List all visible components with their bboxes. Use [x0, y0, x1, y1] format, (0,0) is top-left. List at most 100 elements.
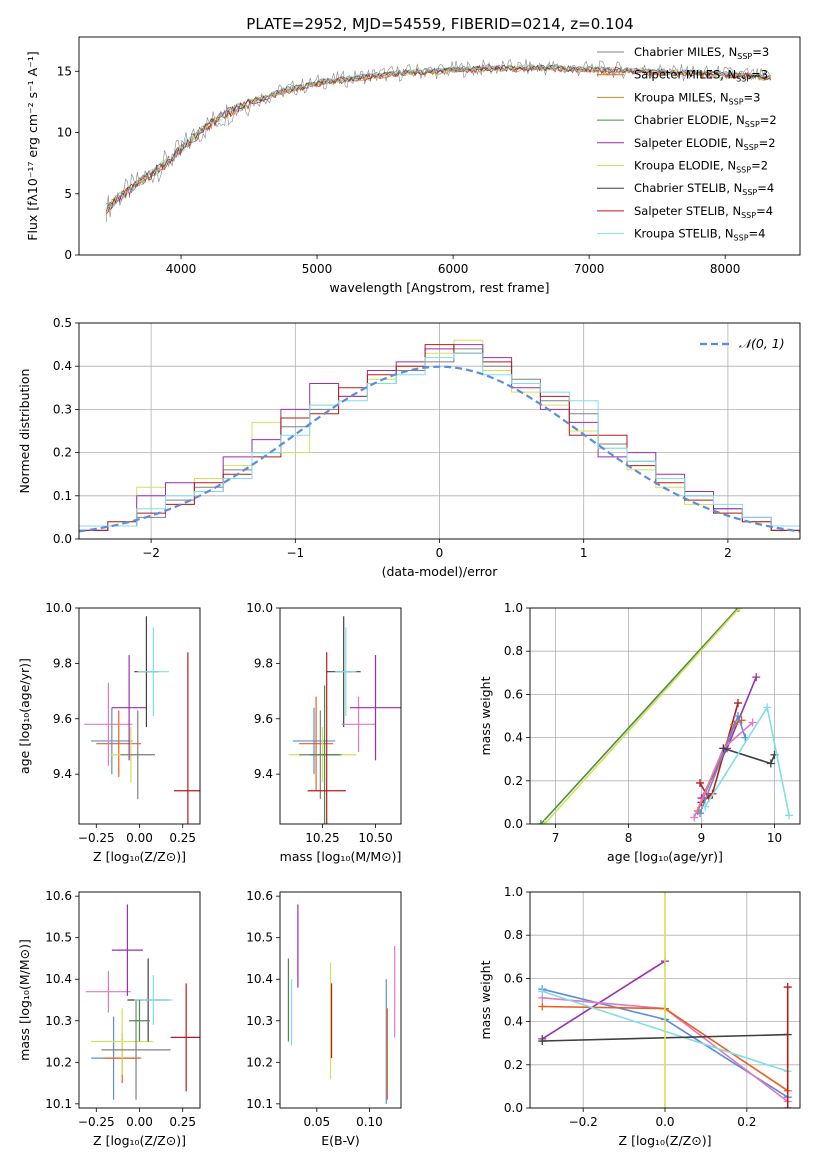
- x-tick-label: 0.10: [356, 1115, 383, 1129]
- x-tick-label: 2: [724, 546, 732, 560]
- error-bar-point: [120, 710, 156, 800]
- x-tick-label: −0.25: [78, 1115, 115, 1129]
- plus-marker: [536, 820, 545, 824]
- plus-marker: [783, 1104, 792, 1108]
- y-tick-label: 0.1: [53, 489, 72, 503]
- plus-marker: [661, 1104, 669, 1108]
- plus-marker: [735, 608, 744, 612]
- error-bar-point: [85, 970, 131, 1013]
- y-tick-label: 1.0: [504, 601, 523, 615]
- plus-marker: [766, 759, 775, 768]
- y-tick-label: 0.2: [53, 446, 72, 460]
- y-tick-label: 0.0: [504, 817, 523, 831]
- y-tick-label: 10.2: [45, 1055, 72, 1069]
- x-axis-label: age [log₁₀(age/yr)]: [607, 849, 723, 864]
- error-bar-point: [174, 652, 200, 824]
- y-tick-label: 0: [64, 248, 72, 262]
- error-bar-point: [101, 1000, 171, 1100]
- y-tick-label: 9.8: [53, 656, 72, 670]
- x-axis-label: wavelength [Angstrom, rest frame]: [329, 280, 549, 295]
- x-tick-label: −0.25: [78, 831, 115, 845]
- error-bar-point: [134, 975, 173, 1025]
- y-tick-label: 0.8: [504, 644, 523, 658]
- y-tick-label: 10.5: [246, 931, 273, 945]
- legend: 𝒩(0, 1): [700, 336, 785, 351]
- plot-area-mass_vs_EBV: [287, 904, 396, 1104]
- legend-label: Kroupa STELIB, NSSP=4: [634, 227, 765, 243]
- axes-frame: [78, 891, 201, 1109]
- y-axis-label: Normed distribution: [17, 369, 32, 494]
- y-tick-label: 10.4: [45, 972, 72, 986]
- error-bar-point: [341, 696, 376, 752]
- error-bar-point: [299, 696, 334, 791]
- x-tick-label: −0.2: [569, 1115, 598, 1129]
- legend-label: 𝒩(0, 1): [739, 336, 785, 351]
- x-tick-label: −1: [286, 546, 304, 560]
- x-axis-label: (data-model)/error: [382, 564, 499, 579]
- error-bar-point: [137, 627, 169, 716]
- panel-residuals: −2 −1 0 1 2 0.0 0.1 0.2 0.3 0.4 0.5 (data-model)/er…: [17, 316, 801, 579]
- y-tick-label: 9.4: [53, 767, 72, 781]
- figure-title: PLATE=2952, MJD=54559, FIBERID=0214, z=0…: [246, 15, 633, 33]
- plot-area-age_vs_Z: [84, 616, 200, 824]
- error-bar-point: [307, 652, 346, 824]
- x-tick-label: 4000: [166, 262, 197, 276]
- plus-marker: [701, 802, 710, 811]
- panel-mass_vs_EBV: 0.05 0.10 10.1 10.2 10.3 10.4 10.5 10.6 E(B-V): [246, 889, 402, 1148]
- y-tick-label: 0.2: [504, 774, 523, 788]
- x-tick-label: 0.25: [169, 831, 196, 845]
- x-tick-label: −2: [142, 546, 160, 560]
- plot-area-massweight_vs_age: [536, 608, 794, 824]
- axes-frame: [78, 36, 801, 256]
- error-bar-point: [350, 655, 401, 761]
- axes-frame: [78, 607, 201, 825]
- x-tick-label: 10.50: [358, 831, 392, 845]
- axes-frame: [279, 607, 402, 825]
- plus-marker: [696, 809, 705, 818]
- legend: Chabrier MILES, NSSP=3 Salpeter MILES, NS…: [597, 45, 777, 243]
- y-tick-label: 0.6: [504, 687, 523, 701]
- y-tick-label: 10.2: [246, 1055, 273, 1069]
- y-tick-label: 5: [64, 187, 72, 201]
- x-axis-label: Z [log₁₀(Z/Z⊙)]: [93, 849, 186, 864]
- spectrum-line: [105, 58, 772, 223]
- plot-area-residuals: [79, 339, 800, 539]
- axes-frame: [279, 891, 402, 1109]
- mass-weight-line: [693, 721, 754, 818]
- x-tick-label: 0.00: [126, 831, 153, 845]
- legend-label: Chabrier STELIB, NSSP=4: [634, 181, 774, 197]
- x-tick-label: 5000: [302, 262, 333, 276]
- plus-marker: [719, 744, 728, 753]
- y-tick-label: 0.4: [53, 359, 72, 373]
- mass-weight-line: [723, 747, 776, 765]
- plus-marker: [783, 983, 792, 992]
- x-tick-label: 0.0: [655, 1115, 674, 1129]
- panel-massweight_vs_age: 7 8 9 10 0.0 0.2 0.4 0.6 0.8 1.0 age [log₁₀(age/yr…: [478, 601, 801, 864]
- panel-mass_vs_Z: −0.25 0.00 0.25 10.1 10.2 10.3 10.4 10.5 10.6 Z […: [17, 889, 201, 1148]
- axes-frame: [78, 322, 801, 540]
- plus-marker: [748, 718, 757, 727]
- x-tick-label: 9: [698, 831, 706, 845]
- y-axis-label: age [log₁₀(age/yr)]: [17, 658, 32, 774]
- error-bar-point: [84, 682, 133, 766]
- plus-marker: [540, 820, 549, 824]
- plus-marker: [538, 1002, 547, 1011]
- x-tick-label: 8000: [710, 262, 741, 276]
- panel-massweight_vs_Z: −0.2 0.0 0.2 0.0 0.2 0.4 0.6 0.8 1.0 Z [log₁₀(Z/Z…: [478, 885, 801, 1148]
- x-tick-label: 8: [625, 831, 633, 845]
- axes-frame: [529, 607, 801, 825]
- y-tick-label: 0.5: [53, 316, 72, 330]
- x-tick-label: 1: [580, 546, 588, 560]
- y-tick-label: 1.0: [504, 885, 523, 899]
- plus-marker: [538, 1037, 547, 1046]
- y-tick-label: 10.1: [45, 1097, 72, 1111]
- x-tick-label: 0.00: [126, 1115, 153, 1129]
- x-tick-label: 10.25: [305, 831, 339, 845]
- y-tick-label: 0.2: [504, 1058, 523, 1072]
- x-axis-label: E(B-V): [321, 1133, 360, 1148]
- y-tick-label: 0.3: [53, 402, 72, 416]
- plus-marker: [733, 699, 742, 708]
- x-tick-label: 7000: [574, 262, 605, 276]
- legend-label: Kroupa MILES, NSSP=3: [634, 90, 760, 106]
